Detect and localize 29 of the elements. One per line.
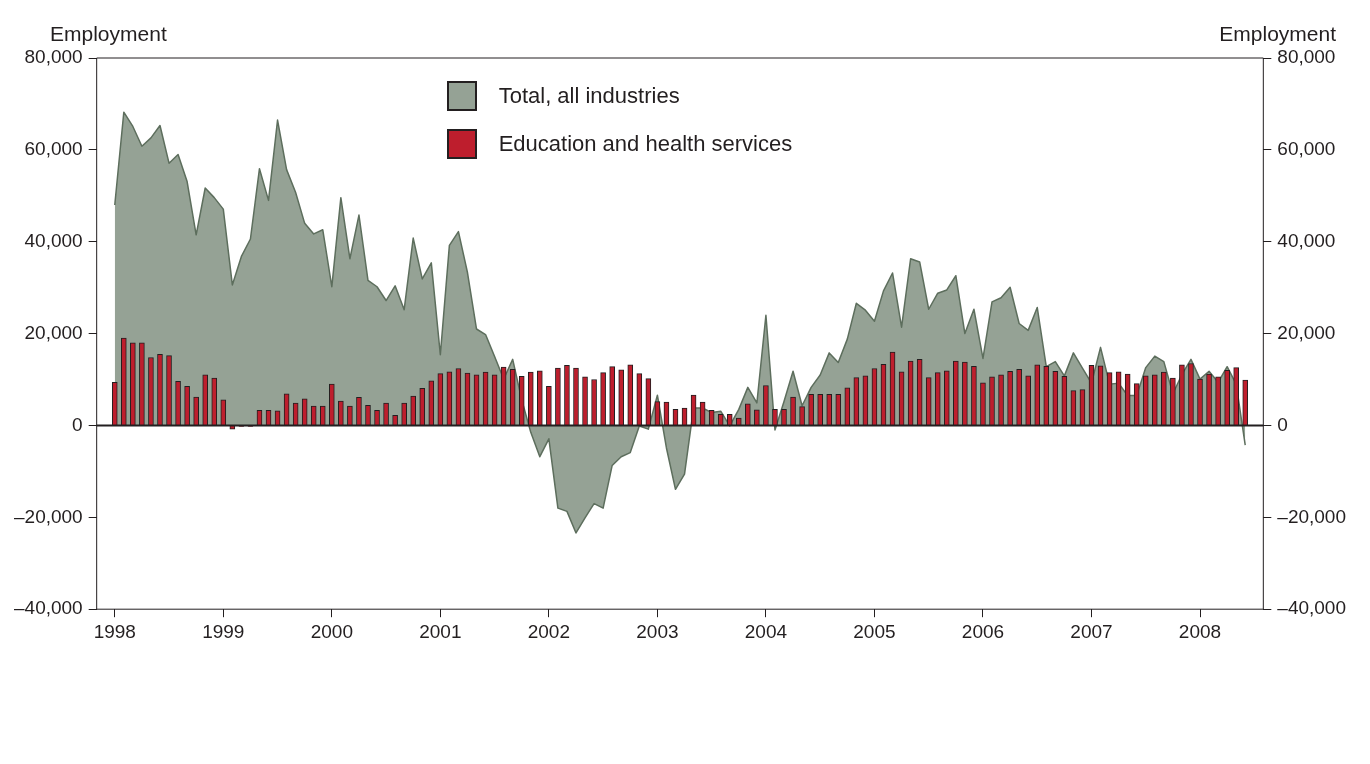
legend-label: Total, all industries [498, 83, 680, 109]
x-tick-label: 1998 [93, 620, 136, 642]
y2-tick-label: 80,000 [1277, 46, 1336, 68]
y2-axis-title: Employment [1219, 22, 1336, 46]
y-tick-label: 80,000 [24, 46, 83, 68]
y-tick-label: 60,000 [24, 138, 83, 160]
x-tick-label: 2006 [961, 620, 1005, 642]
x-tick-label: 2003 [636, 620, 679, 642]
x-tick-label: 2005 [853, 620, 896, 642]
y2-tick-label: 0 [1277, 413, 1288, 435]
y-tick-label: 0 [72, 413, 83, 435]
y2-tick-label: 40,000 [1277, 229, 1336, 251]
y-tick-label: 40,000 [24, 229, 83, 251]
x-tick-label: 2008 [1178, 620, 1222, 642]
y2-tick-label: 60,000 [1277, 138, 1336, 160]
x-tick-label: 1999 [202, 620, 245, 642]
x-tick-label: 2001 [419, 620, 462, 642]
y-tick-label: –40,000 [13, 597, 83, 619]
y2-tick-label: –40,000 [1277, 597, 1347, 619]
y2-tick-label: –20,000 [1277, 505, 1347, 527]
legend-label: Education and health services [498, 131, 793, 157]
y-axis-title: Employment [50, 22, 167, 46]
y-tick-label: –20,000 [13, 505, 83, 527]
x-tick-label: 2007 [1070, 620, 1113, 642]
y-tick-label: 20,000 [24, 321, 83, 343]
x-tick-label: 2004 [744, 620, 788, 642]
x-tick-label: 2000 [310, 620, 353, 642]
y2-tick-label: 20,000 [1277, 321, 1336, 343]
x-tick-label: 2002 [527, 620, 571, 642]
